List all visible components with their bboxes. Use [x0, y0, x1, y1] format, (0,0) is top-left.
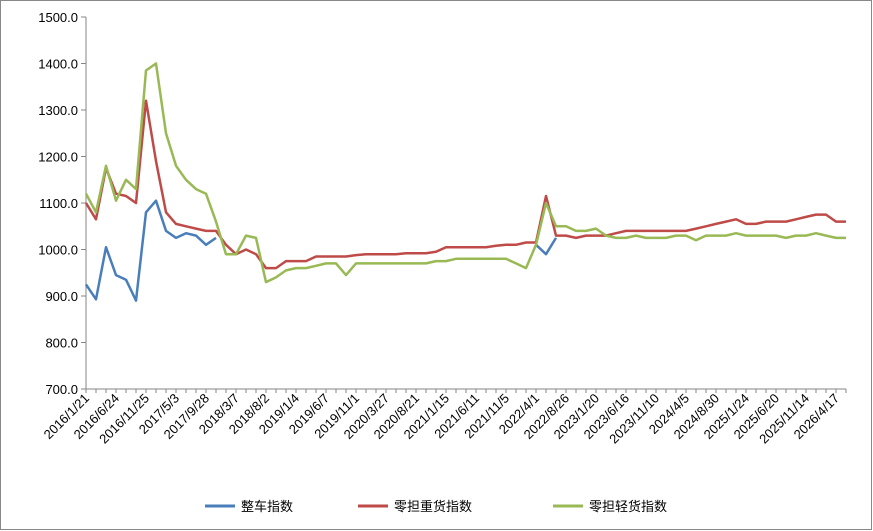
y-tick-label: 1000.0: [38, 243, 78, 258]
y-tick-label: 1100.0: [39, 196, 78, 211]
y-tick-label: 1400.0: [38, 57, 78, 72]
series-line: [84, 199, 558, 302]
y-tick-label: 900.0: [45, 289, 78, 304]
y-tick-label: 1300.0: [38, 103, 78, 118]
legend-label: 零担轻货指数: [589, 499, 667, 514]
y-tick-label: 800.0: [45, 336, 78, 351]
y-tick-label: 700.0: [45, 382, 78, 397]
series-line: [84, 62, 846, 284]
legend-label: 零担重货指数: [394, 499, 472, 514]
series-line: [84, 99, 846, 270]
legend-label: 整车指数: [241, 499, 293, 514]
y-tick-label: 1200.0: [38, 150, 78, 165]
y-tick-label: 1500.0: [38, 10, 78, 25]
